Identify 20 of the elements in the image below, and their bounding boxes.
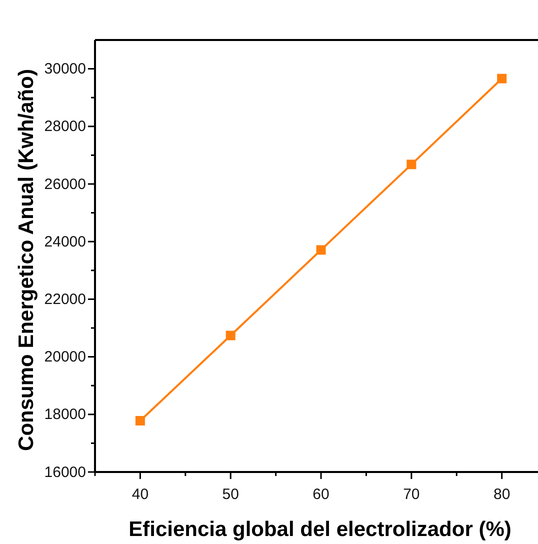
y-tick-label: 18000 (44, 406, 86, 424)
point (497, 74, 507, 84)
y-tick-label: 26000 (44, 176, 86, 193)
point (316, 245, 326, 255)
x-tick-label: 50 (222, 486, 239, 503)
point (406, 160, 416, 170)
y-axis-title: Consumo Energetico Anual (Kwh/año) (15, 69, 38, 451)
x-tick-label: 80 (493, 486, 510, 503)
x-axis-title: Eficiencia global del electrolizador (%) (128, 518, 512, 541)
point (135, 416, 145, 426)
x-tick-label: 40 (132, 486, 149, 503)
y-tick-label: 24000 (44, 233, 86, 250)
y-tick-label: 20000 (44, 348, 86, 366)
y-tick-label: 22000 (44, 291, 86, 308)
x-tick-label: 70 (403, 486, 420, 503)
y-tick-label: 30000 (44, 60, 86, 78)
y-tick-label: 28000 (44, 118, 86, 136)
point (226, 330, 236, 340)
x-tick-label: 60 (312, 486, 330, 503)
y-tick-label: 16000 (44, 464, 86, 481)
